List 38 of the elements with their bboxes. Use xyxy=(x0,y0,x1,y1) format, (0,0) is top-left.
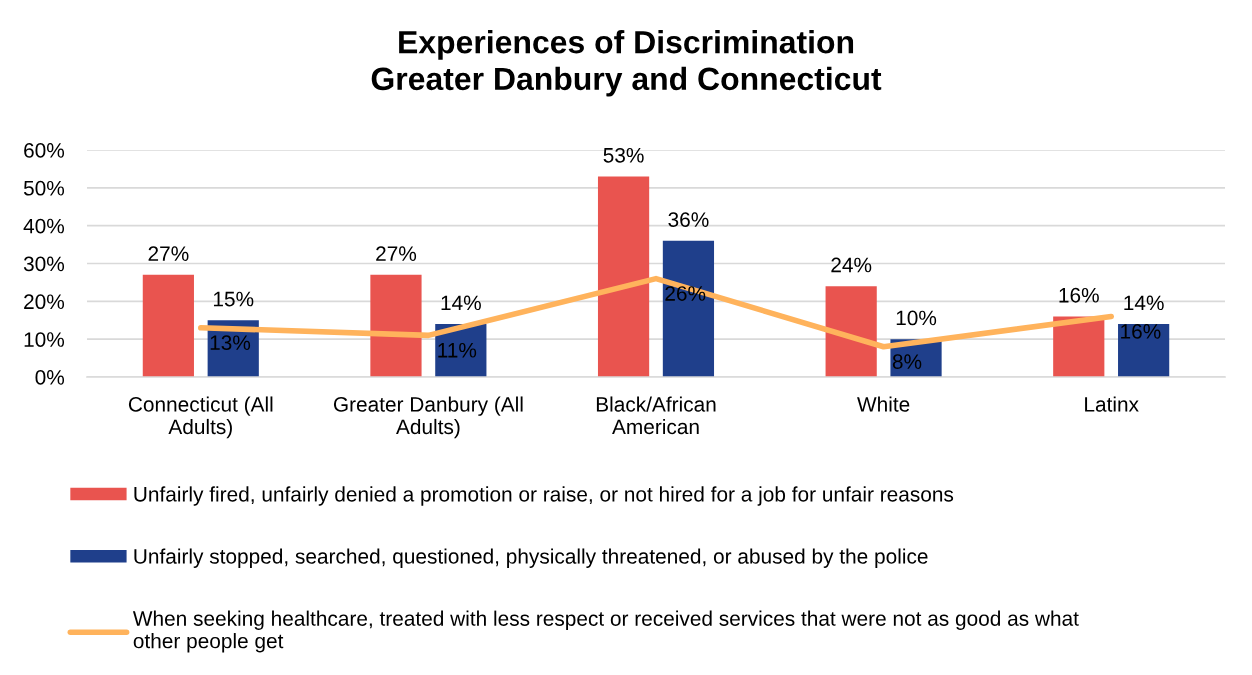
data-label: 26% xyxy=(665,286,706,301)
data-label: 13% xyxy=(210,335,251,351)
chart-title: Experiences of Discrimination Greater Danbury and Connecticut xyxy=(371,30,882,97)
y-tick-label: 30% xyxy=(23,256,65,272)
y-tick-label: 40% xyxy=(23,218,65,234)
data-label: 53% xyxy=(603,147,644,163)
data-label: 11% xyxy=(438,342,477,358)
data-label: 24% xyxy=(831,257,872,273)
y-tick-label: 20% xyxy=(24,294,65,310)
legend-label: Unfairly stopped, searched, questioned, physically threatened, or abused by the police xyxy=(134,548,928,568)
legend-label: When seeking healthcare, treated with less respect or received services that were not as good as what other people get xyxy=(132,610,1079,653)
data-label: 36% xyxy=(668,212,709,227)
data-label: 27% xyxy=(376,246,417,261)
y-tick-label: 10% xyxy=(24,332,65,347)
data-label: 10% xyxy=(896,310,937,326)
data-label: 16% xyxy=(1121,323,1161,339)
x-tick-label: Greater Danbury (All Adults) xyxy=(333,396,523,439)
x-tick-label: Black/African American xyxy=(596,396,716,435)
bar xyxy=(142,274,194,377)
bar xyxy=(1118,324,1170,377)
data-label: 27% xyxy=(148,246,189,261)
x-tick-label: Latinx xyxy=(1085,396,1139,412)
legend-label: Unfairly fired, unfairly denied a promotion or raise, or not hired for a job for unfair reasons xyxy=(134,486,954,506)
y-tick-label: 50% xyxy=(23,180,65,196)
bar xyxy=(1053,316,1105,377)
data-label: 15% xyxy=(213,291,254,307)
bar xyxy=(825,286,877,377)
bar xyxy=(597,176,650,377)
y-tick-label: 60% xyxy=(24,143,65,158)
data-label: 8% xyxy=(892,354,922,369)
data-label: 14% xyxy=(1124,295,1164,311)
bar xyxy=(370,274,422,377)
x-tick-label: Connecticut (All Adults) xyxy=(128,396,273,439)
data-label: 14% xyxy=(441,295,481,311)
bar xyxy=(662,240,715,377)
x-tick-label: White xyxy=(857,396,910,412)
data-label: 16% xyxy=(1059,287,1099,303)
y-tick-label: 0% xyxy=(35,370,65,385)
